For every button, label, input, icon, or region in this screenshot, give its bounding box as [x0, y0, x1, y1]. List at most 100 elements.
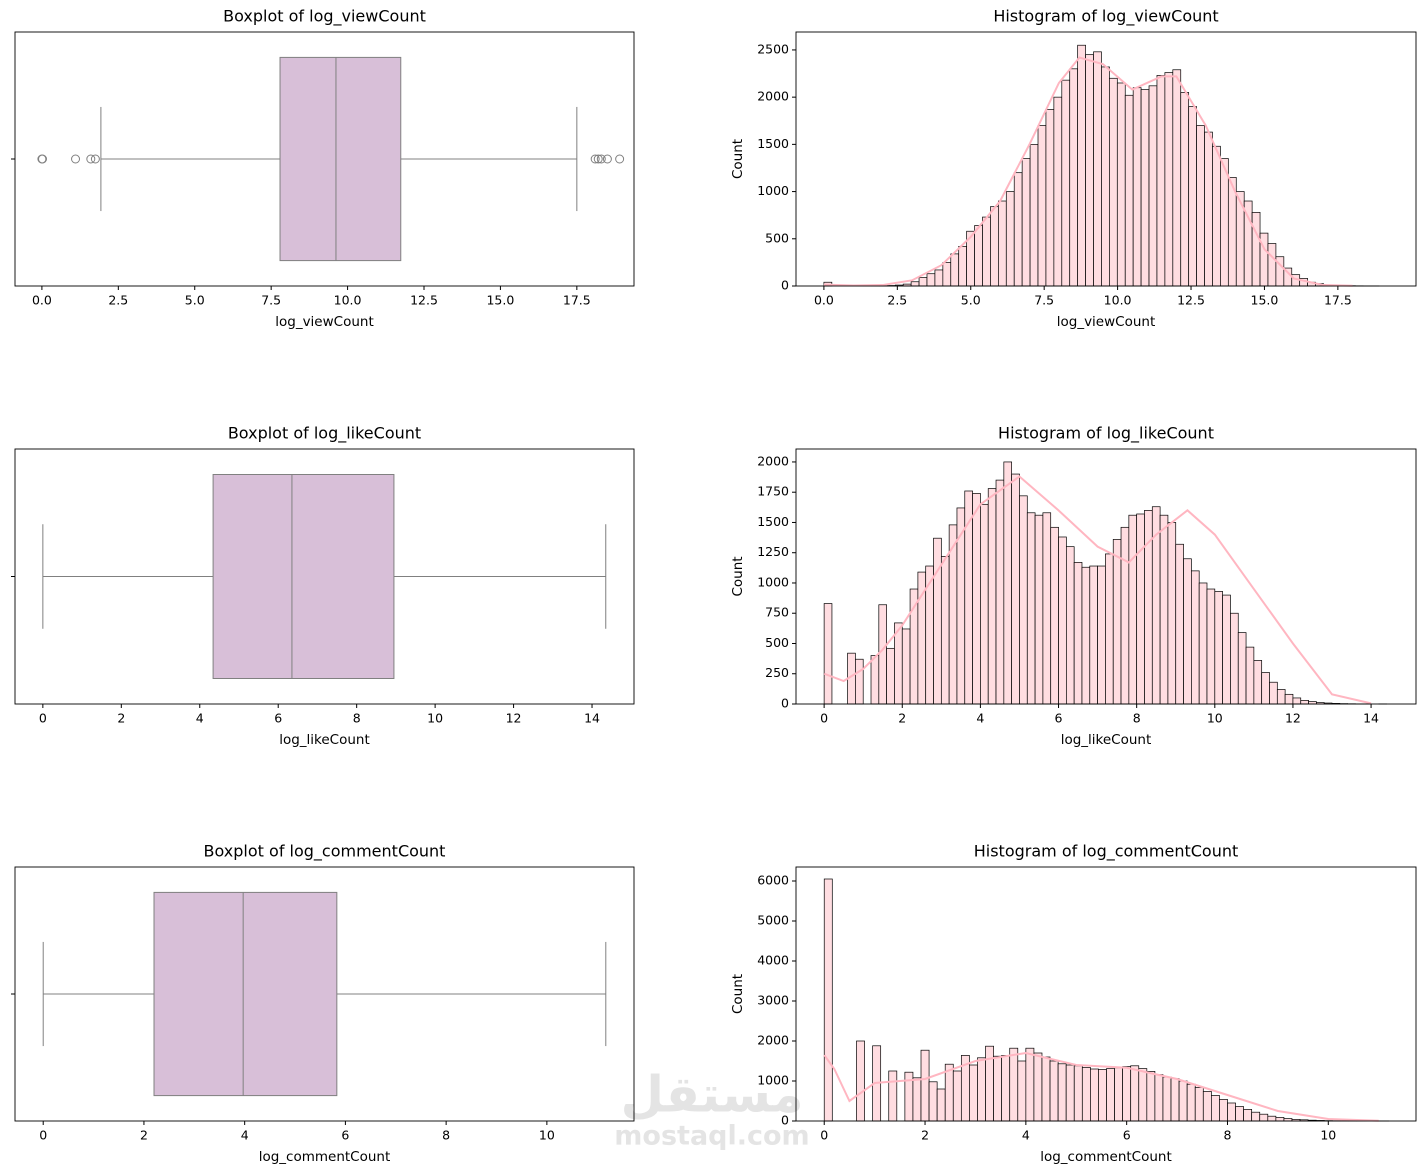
outlier — [602, 154, 612, 164]
histogram-bar — [1093, 51, 1102, 287]
y-tick-label: 6000 — [757, 873, 789, 888]
histogram-bar — [1128, 514, 1138, 705]
y-axis-label: Count — [730, 139, 746, 179]
histogram-bar — [1138, 1068, 1148, 1122]
histogram-bar — [1073, 562, 1083, 705]
histogram-bar — [1114, 1067, 1123, 1122]
histogram-bar — [1045, 109, 1055, 287]
x-tick-label: 5.0 — [961, 293, 981, 308]
y-tick-label: 1000 — [757, 574, 789, 589]
histogram-bar — [1275, 1117, 1285, 1122]
y-tick-label: 750 — [765, 605, 789, 620]
histogram-bar — [1251, 1111, 1261, 1122]
x-tick-label: 10 — [427, 711, 443, 726]
histogram-bar — [1053, 96, 1063, 287]
histogram-bar — [1136, 513, 1145, 705]
histogram-bar — [1191, 570, 1200, 705]
histogram-bar — [1077, 44, 1086, 287]
histogram-bar — [980, 503, 989, 705]
histogram-bar — [1011, 473, 1020, 705]
histogram-bar — [942, 262, 952, 287]
histogram-bar — [1061, 79, 1071, 287]
x-axis-label: log_commentCount — [259, 1149, 391, 1165]
box — [153, 891, 338, 1097]
x-tick-label: 2 — [117, 711, 125, 726]
histogram-bar — [1041, 1056, 1051, 1122]
histogram-bar — [952, 1070, 962, 1122]
histogram-bar — [1292, 697, 1302, 705]
x-tick-label: 0 — [820, 1128, 828, 1143]
x-axis-label: log_likeCount — [1061, 732, 1152, 748]
plot-frame — [795, 31, 1417, 287]
x-tick-label: 4 — [241, 1128, 249, 1143]
histogram-bar — [1206, 588, 1216, 705]
histogram-bar — [1132, 87, 1142, 287]
histogram-bar — [1050, 526, 1059, 705]
histogram-bar — [1073, 1065, 1083, 1122]
histogram-bar — [1065, 546, 1075, 705]
histogram-bar — [1180, 92, 1190, 287]
y-tick-label: 1000 — [757, 1073, 789, 1088]
histogram-bar — [1198, 582, 1208, 705]
histogram-bar — [1065, 1064, 1075, 1122]
histogram-bar — [912, 1077, 922, 1122]
x-tick-label: 17.5 — [1324, 293, 1352, 308]
x-tick-label: 7.5 — [261, 293, 281, 308]
histogram-bar — [926, 273, 936, 287]
x-tick-label: 2 — [921, 1128, 929, 1143]
x-tick-label: 10.0 — [1104, 293, 1132, 308]
subplot-title: Histogram of log_commentCount — [974, 842, 1239, 862]
histogram-bar — [1188, 106, 1197, 287]
histogram-bar — [1021, 158, 1031, 287]
y-tick-label: 2000 — [757, 89, 789, 104]
histogram-bar — [1140, 89, 1150, 287]
histogram-bar — [936, 1088, 946, 1122]
x-tick-label: 6 — [1123, 1128, 1131, 1143]
histogram-bar — [1243, 1109, 1253, 1122]
histogram-bar — [933, 537, 942, 705]
histogram-bar — [1058, 536, 1067, 705]
y-axis-label: Count — [730, 556, 746, 596]
histogram-bar — [969, 1064, 978, 1122]
histogram-bar — [1167, 522, 1177, 705]
histogram-bar — [1001, 1055, 1011, 1122]
histogram-bar — [1009, 1047, 1019, 1122]
plot-frame — [14, 31, 635, 287]
histogram-bar — [1269, 681, 1278, 705]
histogram-bar — [1219, 1099, 1228, 1122]
plot-frame — [795, 866, 1417, 1122]
histogram-bar — [940, 555, 950, 705]
x-tick-label: 12 — [506, 711, 522, 726]
subplot-title: Boxplot of log_viewCount — [223, 7, 426, 27]
plot-frame — [14, 448, 635, 705]
histogram-bar — [1037, 125, 1047, 287]
histogram-bar — [1019, 495, 1028, 705]
y-tick-label: 5000 — [757, 913, 789, 928]
subplot-title: Histogram of log_likeCount — [998, 424, 1214, 444]
x-tick-label: 4 — [196, 711, 204, 726]
histogram-bar — [990, 206, 999, 287]
histogram-bar — [1085, 54, 1094, 287]
histogram-bar — [977, 1057, 986, 1122]
histogram-bar — [950, 253, 960, 287]
x-tick-label: 2 — [898, 711, 906, 726]
histogram-bar — [1122, 1066, 1132, 1122]
histogram-bar — [1178, 1080, 1188, 1122]
histogram-bar — [1003, 461, 1013, 705]
histogram-bar — [1148, 85, 1158, 287]
histogram-bar — [1196, 125, 1205, 287]
histogram-bar — [1214, 591, 1223, 705]
histogram-bar — [1081, 1067, 1091, 1122]
x-tick-label: 15.0 — [1251, 293, 1279, 308]
histogram-bar — [856, 1040, 865, 1122]
kde-line — [823, 475, 1372, 705]
histogram-bar — [928, 1081, 938, 1122]
x-tick-label: 8 — [353, 711, 361, 726]
y-tick-label: 0 — [781, 278, 789, 293]
watermark-latin: mostaql.com — [614, 1121, 809, 1152]
histogram-bar — [1013, 172, 1023, 287]
x-tick-label: 2.5 — [108, 293, 128, 308]
x-tick-label: 4 — [976, 711, 984, 726]
y-tick-label: 1500 — [757, 514, 789, 529]
histogram-bar — [934, 269, 944, 287]
